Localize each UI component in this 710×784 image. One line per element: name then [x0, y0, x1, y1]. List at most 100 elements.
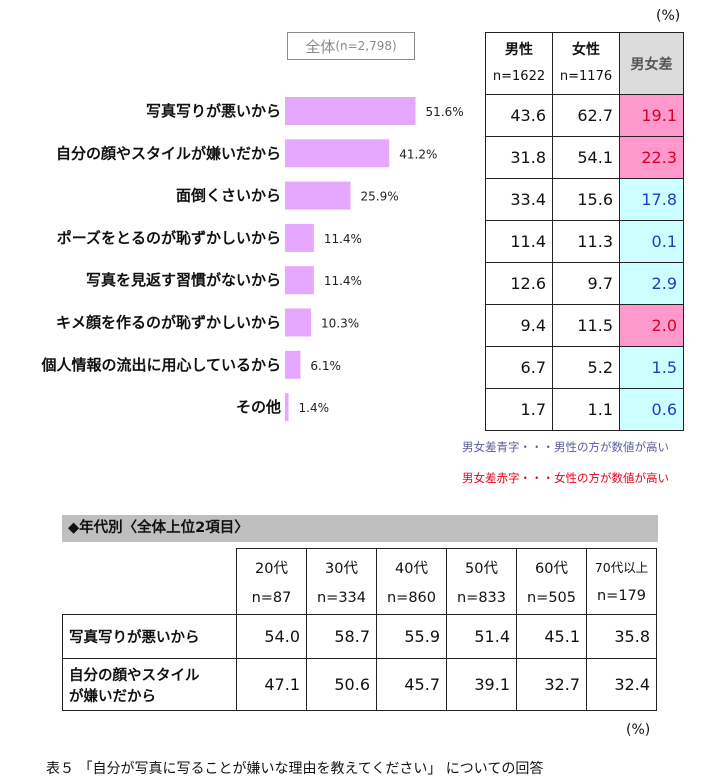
unit-label-top: (%)	[656, 8, 681, 24]
age-header-label: 30代	[325, 561, 358, 577]
male-value: 6.7	[485, 346, 553, 389]
age-table-corner	[63, 549, 237, 615]
age-cell: 45.1	[516, 614, 587, 659]
age-table: 20代 n=87 30代 n=334 40代 n=860 50代 n=833 60代 n=…	[62, 548, 657, 711]
gender-table-row: 6.7 5.2 1.5	[485, 346, 684, 389]
header-male-n: n=1622	[492, 69, 546, 84]
value-label: 25.9%	[361, 190, 399, 204]
age-header-n: n=334	[316, 590, 366, 606]
age-header-70s-plus: 70代以上 n=179	[586, 548, 657, 615]
male-value: 31.8	[485, 136, 553, 179]
category-label: その他	[236, 398, 281, 416]
gender-table: 男性 n=1622 女性 n=1176 男女差 43.6 62.7 19.1 31.8…	[485, 32, 684, 431]
age-header-label: 70代以上	[594, 560, 649, 575]
age-cell: 32.7	[516, 658, 587, 711]
female-value: 5.2	[552, 346, 620, 389]
age-header-40s: 40代 n=860	[376, 548, 447, 615]
category-label: ポーズをとるのが恥ずかしいから	[57, 229, 281, 247]
value-label: 11.4%	[324, 274, 362, 288]
age-header-50s: 50代 n=833	[446, 548, 517, 615]
header-female-label: 女性	[572, 42, 600, 58]
bar	[285, 266, 314, 295]
header-diff: 男女差	[619, 32, 684, 95]
category-label: 自分の顔やスタイルが嫌いだから	[56, 144, 281, 162]
header-female-n: n=1176	[559, 69, 613, 84]
male-value: 11.4	[485, 220, 553, 263]
age-header-60s: 60代 n=505	[516, 548, 587, 615]
gender-table-row: 43.6 62.7 19.1	[485, 94, 684, 137]
gender-table-row: 33.4 15.6 17.8	[485, 178, 684, 221]
figure-caption: 表５ 「自分が写真に写ることが嫌いな理由を教えてください」 についての回答	[46, 761, 544, 777]
bar	[285, 223, 314, 252]
overall-label: 全体	[305, 37, 336, 56]
value-label: 51.6%	[426, 105, 464, 119]
gender-table-row: 1.7 1.1 0.6	[485, 388, 684, 431]
bar	[285, 393, 289, 422]
age-cell: 45.7	[376, 658, 447, 711]
bar	[285, 181, 351, 210]
age-cell: 32.4	[586, 658, 657, 711]
diff-value: 2.9	[619, 262, 684, 305]
age-header-n: n=833	[456, 590, 506, 606]
age-header-label: 20代	[255, 561, 288, 577]
age-header-20s: 20代 n=87	[236, 548, 307, 615]
age-row-label-line1: 自分の顔やスタイル	[69, 667, 200, 684]
age-header-n: n=87	[251, 590, 292, 606]
gender-table-row: 11.4 11.3 0.1	[485, 220, 684, 263]
diff-value: 17.8	[619, 178, 684, 221]
female-value: 11.5	[552, 304, 620, 347]
age-section-title: ◆年代別〈全体上位2項目〉	[62, 515, 658, 542]
header-male: 男性 n=1622	[485, 32, 553, 95]
female-value: 11.3	[552, 220, 620, 263]
bar	[285, 308, 312, 337]
gender-table-row: 9.4 11.5 2.0	[485, 304, 684, 347]
note-red: 男女差赤字・・・女性の方が数値が高い	[462, 471, 669, 485]
age-cell: 47.1	[236, 658, 307, 711]
note-blue: 男女差青字・・・男性の方が数値が高い	[462, 440, 669, 454]
female-value: 1.1	[552, 388, 620, 431]
male-value: 1.7	[485, 388, 553, 431]
diff-value: 19.1	[619, 94, 684, 137]
category-label: 写真を見返す習慣がないから	[86, 271, 281, 289]
age-row-label-line2: が嫌いだから	[69, 688, 156, 705]
gender-table-row: 31.8 54.1 22.3	[485, 136, 684, 179]
unit-label-bottom: (%)	[626, 722, 651, 738]
male-value: 12.6	[485, 262, 553, 305]
diff-value: 0.1	[619, 220, 684, 263]
bar	[285, 139, 390, 168]
value-label: 10.3%	[321, 317, 359, 331]
header-male-label: 男性	[505, 42, 533, 58]
category-label: キメ顔を作るのが恥ずかしいから	[56, 314, 281, 332]
reasons-bar-chart: 写真写りが悪いから 51.6% 自分の顔やスタイルが嫌いだから 41.2% 面倒くさいか…	[40, 97, 464, 422]
female-value: 62.7	[552, 94, 620, 137]
gender-table-row: 12.6 9.7 2.9	[485, 262, 684, 305]
header-female: 女性 n=1176	[552, 32, 620, 95]
age-row-label: 写真写りが悪いから	[62, 614, 237, 659]
age-header-n: n=505	[526, 590, 576, 606]
overall-sample-badge: 全体 (n=2,798)	[287, 32, 415, 60]
value-label: 41.2%	[399, 147, 437, 161]
diff-value: 1.5	[619, 346, 684, 389]
category-label: 個人情報の流出に用心しているから	[40, 356, 281, 374]
age-header-label: 40代	[395, 561, 428, 577]
male-value: 9.4	[485, 304, 553, 347]
age-header-n: n=860	[386, 590, 436, 606]
age-row-label: 自分の顔やスタイル が嫌いだから	[62, 658, 237, 711]
age-header-label: 60代	[535, 561, 568, 577]
bar	[285, 97, 416, 125]
male-value: 33.4	[485, 178, 553, 221]
age-cell: 54.0	[236, 614, 307, 659]
age-cell: 39.1	[446, 658, 517, 711]
female-value: 9.7	[552, 262, 620, 305]
age-cell: 51.4	[446, 614, 517, 659]
category-label: 写真写りが悪いから	[146, 102, 281, 120]
category-label: 面倒くさいから	[176, 187, 281, 205]
diff-value: 2.0	[619, 304, 684, 347]
diff-value: 0.6	[619, 388, 684, 431]
age-header-label: 50代	[465, 561, 498, 577]
female-value: 15.6	[552, 178, 620, 221]
age-cell: 55.9	[376, 614, 447, 659]
age-cell: 50.6	[306, 658, 377, 711]
bar	[285, 350, 301, 379]
overall-n: (n=2,798)	[335, 39, 397, 53]
